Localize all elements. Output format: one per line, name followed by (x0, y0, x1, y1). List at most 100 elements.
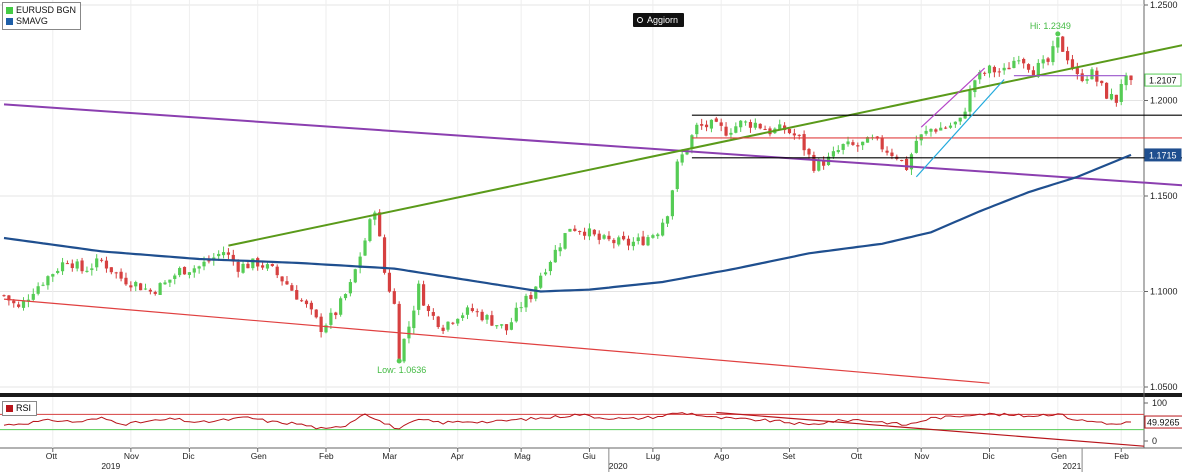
candle-body (109, 267, 113, 273)
y-tick-label: 1.2500 (1150, 0, 1178, 10)
candle-body (17, 304, 21, 307)
update-button-label: Aggiorn (647, 15, 679, 25)
candle-body (275, 266, 279, 276)
candle-body (495, 325, 499, 327)
candle-body (490, 315, 494, 326)
candle-body (202, 261, 206, 267)
candle-body (104, 260, 109, 269)
rsi-badge-text: 49.9265 (1147, 418, 1180, 428)
candle-body (968, 90, 972, 112)
candle-body (617, 237, 621, 245)
candle-body (309, 302, 313, 310)
rsi-y-tick-label: 100 (1152, 398, 1167, 408)
candle-body (2, 295, 6, 297)
update-button[interactable]: Aggiorn (633, 13, 685, 27)
candle-body (817, 159, 821, 171)
x-tick-label: Dic (983, 451, 996, 461)
x-tick-label: Giu (582, 451, 596, 461)
candle-body (753, 122, 757, 128)
candle-body (158, 283, 162, 295)
candle-body (1002, 67, 1006, 71)
candle-body (904, 158, 909, 170)
candle-body (792, 133, 796, 136)
candle-body (578, 231, 582, 233)
candle-body (841, 143, 845, 150)
candle-body (890, 152, 894, 156)
candle-body (470, 308, 474, 312)
candle-body (729, 132, 733, 135)
candle-body (778, 124, 782, 130)
candle-body (265, 264, 270, 269)
candle-body (114, 272, 118, 274)
candle-body (948, 125, 953, 128)
candle-body (1036, 62, 1040, 77)
candle-body (651, 235, 655, 238)
candle-body (421, 284, 426, 306)
candle-body (529, 295, 533, 300)
x-tick-label: Nov (914, 451, 930, 461)
smavg-line (3, 153, 1132, 293)
candle-body (207, 260, 211, 262)
candle-body (597, 233, 601, 240)
x-tick-label: Set (782, 451, 795, 461)
candle-body (348, 282, 352, 294)
candle-body (99, 259, 104, 261)
candle-body (656, 234, 660, 237)
x-tick-label: Ago (714, 451, 729, 461)
candle-body (187, 272, 191, 275)
candle-body (763, 128, 767, 130)
candle-body (802, 134, 806, 151)
candle-body (924, 130, 928, 134)
candle-body (246, 263, 250, 269)
candle-body (407, 326, 411, 339)
legend-label-eurusd: EURUSD BGN (16, 5, 77, 15)
candle-body (797, 134, 801, 136)
rsi-badge-box (1144, 415, 1182, 429)
candle-body (568, 228, 572, 232)
high-marker (1055, 31, 1061, 37)
candle-body (641, 236, 645, 246)
candle-body (475, 311, 479, 313)
x-tick-label: Mag (514, 451, 531, 461)
x-tick-label: Lug (646, 451, 660, 461)
pane-separator (0, 393, 1182, 397)
candle-body (939, 127, 943, 131)
candle-body (539, 275, 543, 288)
candle-body (846, 141, 850, 145)
candle-body (368, 219, 372, 241)
candle-body (334, 312, 338, 316)
candle-body (465, 307, 470, 315)
candle-body (426, 305, 431, 312)
rsi-line (3, 412, 1132, 430)
candle-body (153, 291, 157, 294)
candle-body (992, 66, 996, 73)
candle-body (734, 126, 738, 133)
x-tick-label: Feb (1114, 451, 1129, 461)
candle-body (65, 263, 70, 265)
candle-body (680, 154, 684, 163)
candle-body (251, 258, 255, 269)
candle-body (626, 238, 631, 246)
rsi-pane: 100 0 49.9265 (0, 398, 1182, 447)
candle-body (178, 268, 182, 276)
rsi-legend[interactable]: RSI (2, 401, 38, 416)
candle-body (119, 271, 123, 279)
candle-body (36, 286, 40, 294)
candle-body (700, 124, 704, 126)
candle-body (75, 261, 79, 269)
candle-body (1109, 93, 1114, 100)
year-label: 2020 (609, 461, 628, 471)
trendline-rally-channel (915, 79, 1005, 178)
candle-body (358, 256, 362, 269)
candle-body (500, 324, 504, 326)
candle-body (1085, 79, 1089, 81)
legend-item-eurusd[interactable]: EURUSD BGN (6, 5, 76, 16)
candle-body (646, 237, 650, 246)
rsi-legend-label: RSI (16, 403, 32, 413)
candle-body (139, 283, 143, 291)
candle-body (558, 247, 562, 252)
candle-body (1056, 37, 1060, 48)
legend-item-smavg[interactable]: SMAVG (6, 16, 76, 27)
